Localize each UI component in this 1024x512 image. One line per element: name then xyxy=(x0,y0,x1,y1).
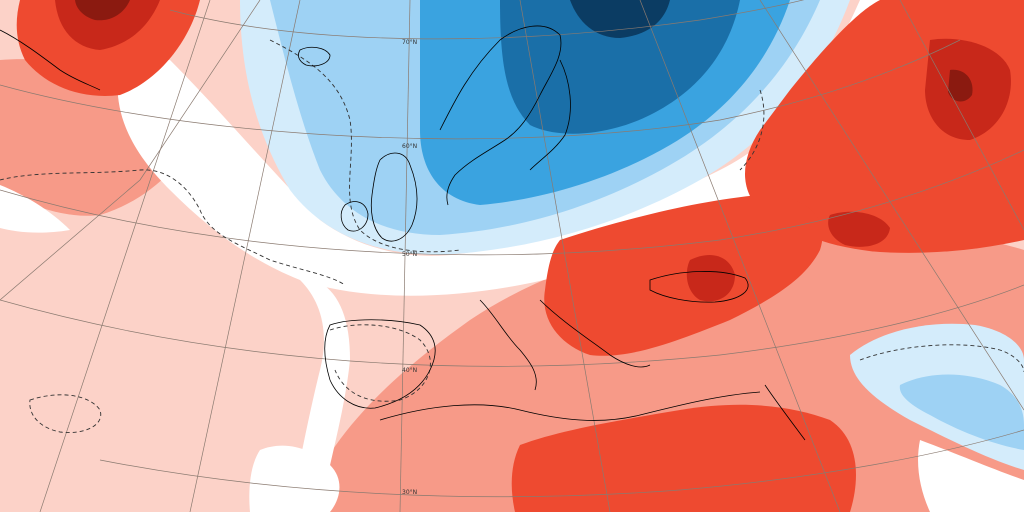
neutral-west-africa xyxy=(249,445,340,512)
lat-label-60: 60°N xyxy=(402,143,417,150)
graticule-meridian-4 xyxy=(519,0,611,512)
coast-ireland xyxy=(340,201,369,232)
coast-italy xyxy=(479,299,537,391)
lat-label-40: 40°N xyxy=(402,367,417,374)
zero-contour-west xyxy=(0,169,346,286)
coast-black-sea xyxy=(649,271,749,303)
zero-contour-north xyxy=(269,39,461,253)
zero-contour-iberia xyxy=(329,324,431,402)
graticule-meridian-8 xyxy=(0,0,261,301)
graticule-meridian-6 xyxy=(759,0,1024,411)
graticule-meridian-1 xyxy=(39,0,211,512)
neutral-southeast-edge xyxy=(918,440,1024,512)
graticule-meridian-7 xyxy=(899,0,1024,231)
warm-strong-northeast xyxy=(948,69,973,102)
coast-iceland xyxy=(298,46,331,67)
latitude-labels: 70°N 60°N 50°N 40°N 30°N xyxy=(402,39,417,496)
coast-red-sea xyxy=(764,384,806,441)
graticule-meridian-2 xyxy=(189,0,301,512)
cool-strong-area xyxy=(570,0,670,38)
zero-contour-southwest xyxy=(29,394,102,433)
coast-finland xyxy=(529,59,571,171)
graticule-parallel-50 xyxy=(0,149,1024,256)
lat-label-30: 30°N xyxy=(402,489,417,496)
zero-contour-northeast xyxy=(739,89,765,171)
coast-iberia xyxy=(324,319,436,409)
warm-strong-greenland xyxy=(75,0,130,21)
lat-label-50: 50°N xyxy=(402,251,417,258)
coast-north-africa xyxy=(379,391,761,421)
warm-mid-north-africa xyxy=(511,404,856,512)
coast-scandinavia xyxy=(439,25,562,206)
warm-high-caspian xyxy=(828,211,890,247)
coast-balkans xyxy=(539,299,651,368)
warm-high-turkey xyxy=(686,255,735,302)
zero-contour-southeast xyxy=(859,344,1024,373)
coastline-lines xyxy=(0,25,806,441)
graticule-parallel-30 xyxy=(99,429,1024,498)
graticule-parallel-40 xyxy=(0,284,1024,367)
cool-low-southeast xyxy=(899,374,1024,450)
warm-high-greenland xyxy=(55,0,160,50)
coast-greenland xyxy=(0,29,101,91)
dashed-zero-contour xyxy=(0,39,1024,433)
graticule-parallel-60 xyxy=(0,39,961,140)
warm-mid-balkans xyxy=(544,195,823,356)
coast-british-isles xyxy=(370,152,418,242)
graticule-meridian-3 xyxy=(399,0,411,512)
cool-high-area xyxy=(500,0,740,134)
neutral-left-strip xyxy=(0,185,70,233)
graticule-parallel-70 xyxy=(169,0,805,40)
graticule-meridian-5 xyxy=(639,0,841,512)
lat-label-70: 70°N xyxy=(402,39,417,46)
